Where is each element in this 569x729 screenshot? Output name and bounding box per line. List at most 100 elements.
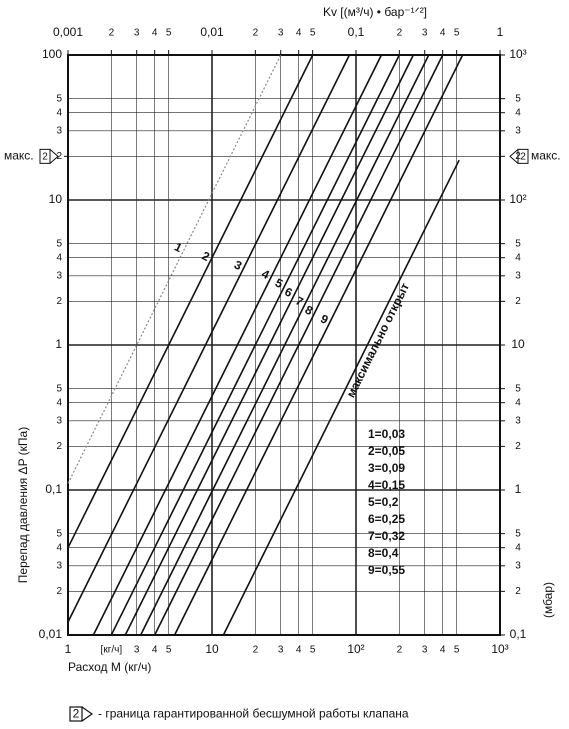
max-icon-arrow: [49, 148, 59, 164]
x2-tick-label: 2: [253, 28, 259, 39]
legend-entry: 2=0,05: [368, 444, 405, 458]
y-axis-title: Перепад давления ΔP (кПа): [16, 427, 30, 583]
y-tick-label: 4: [56, 397, 62, 408]
series-line: [67, 54, 314, 549]
max-label: макс.: [531, 149, 561, 163]
x2-tick-label: 0,001: [53, 25, 83, 39]
x-tick-label: [кг/ч]: [101, 645, 123, 656]
y2-tick-label: 4: [515, 252, 521, 263]
y2-tick-label: 5: [515, 528, 521, 539]
x2-tick-label: 3: [278, 28, 284, 39]
x-tick-label: 10³: [491, 642, 508, 656]
x-tick-label: 3: [422, 645, 428, 656]
y2-tick-label: 3: [515, 415, 521, 426]
max-icon: 2: [520, 151, 526, 162]
y-tick-label: 3: [56, 415, 62, 426]
y-tick-label: 5: [56, 383, 62, 394]
x2-axis-title: Kv [(м³/ч) • бар⁻¹ᐟ²]: [323, 5, 427, 19]
y-tick-label: 2: [56, 296, 62, 307]
x2-tick-label: 3: [422, 28, 428, 39]
y-tick-label: 3: [56, 270, 62, 281]
footnote-icon: 2: [73, 707, 80, 721]
series-line: [222, 159, 460, 636]
y2-tick-label: 2: [515, 441, 521, 452]
series-line: [139, 54, 430, 636]
x-tick-label: 1: [65, 642, 72, 656]
y-tick-label: 2: [56, 151, 62, 162]
x2-tick-label: 4: [440, 28, 446, 39]
y2-axis-title: (мбар): [541, 582, 555, 618]
line-label: максимально открыт: [344, 281, 413, 400]
legend-entry: 7=0,32: [368, 529, 405, 543]
legend-entry: 4=0,15: [368, 478, 405, 492]
y-tick-label: 4: [56, 542, 62, 553]
y-tick-label: 0,1: [45, 482, 62, 496]
x-tick-label: 2: [397, 645, 403, 656]
y-tick-label: 100: [42, 47, 62, 61]
x2-tick-label: 5: [166, 28, 172, 39]
series-line: [110, 54, 401, 636]
y2-tick-label: 2: [515, 296, 521, 307]
x-tick-label: 3: [134, 645, 140, 656]
x-tick-label: 4: [296, 645, 302, 656]
x2-tick-label: 4: [152, 28, 158, 39]
footnote-icon-box: [69, 706, 83, 722]
y2-tick-label: 5: [515, 383, 521, 394]
footnote-icon-arrow: [81, 706, 94, 722]
series-line: [124, 54, 415, 636]
y2-tick-label: 5: [515, 93, 521, 104]
x2-tick-label: 2: [109, 28, 115, 39]
max-icon-box: [517, 148, 529, 164]
x-tick-label: 5: [166, 645, 172, 656]
y-tick-label: 3: [56, 560, 62, 571]
series-line: [173, 54, 464, 636]
series-line: [67, 54, 351, 623]
x-tick-label: 4: [152, 645, 158, 656]
y-tick-label: 4: [56, 252, 62, 263]
plot-frame: [67, 54, 501, 636]
y2-tick-label: 1: [515, 482, 522, 496]
y-tick-label: 5: [56, 528, 62, 539]
y2-tick-label: 10³: [509, 47, 526, 61]
x2-tick-label: 3: [134, 28, 140, 39]
y-tick-label: 4: [56, 107, 62, 118]
x-tick-label: 2: [253, 645, 259, 656]
series-line: [153, 54, 444, 636]
x-tick-label: 10²: [347, 642, 364, 656]
x2-tick-label: 4: [296, 28, 302, 39]
max-icon: 2: [42, 151, 48, 162]
legend-entry: 8=0,4: [368, 546, 399, 560]
y2-tick-label: 4: [515, 107, 521, 118]
y2-tick-label: 4: [515, 542, 521, 553]
x2-tick-label: 0,01: [200, 25, 224, 39]
y2-tick-label: 2: [515, 586, 521, 597]
y2-tick-label: 10²: [509, 192, 526, 206]
y2-tick-label: 10: [511, 337, 525, 351]
y-tick-label: 5: [56, 93, 62, 104]
x2-tick-label: 1: [497, 25, 504, 39]
y-tick-label: 0,01: [39, 627, 63, 641]
series-line: [67, 54, 282, 484]
y-tick-label: 5: [56, 238, 62, 249]
y2-tick-label: 3: [515, 560, 521, 571]
x-tick-label: 4: [440, 645, 446, 656]
y2-tick-label: 0,1: [510, 627, 527, 641]
y-tick-label: 2: [56, 441, 62, 452]
x2-tick-label: 5: [310, 28, 316, 39]
legend-entry: 3=0,09: [368, 461, 405, 475]
x-tick-label: 5: [310, 645, 316, 656]
x2-tick-label: 5: [454, 28, 460, 39]
y-tick-label: 3: [56, 125, 62, 136]
y2-tick-label: 5: [515, 238, 521, 249]
legend-entry: 9=0,55: [368, 563, 405, 577]
x2-tick-label: 2: [397, 28, 403, 39]
y2-tick-label: 3: [515, 125, 521, 136]
y2-tick-label: 4: [515, 397, 521, 408]
legend-entry: 5=0,2: [368, 495, 399, 509]
y2-tick-label: 3: [515, 270, 521, 281]
footnote: 2 - граница гарантированной бесшумной ра…: [69, 706, 409, 722]
x-tick-label: 10: [205, 642, 219, 656]
x-tick-label: 3: [278, 645, 284, 656]
y-tick-label: 10: [49, 192, 63, 206]
